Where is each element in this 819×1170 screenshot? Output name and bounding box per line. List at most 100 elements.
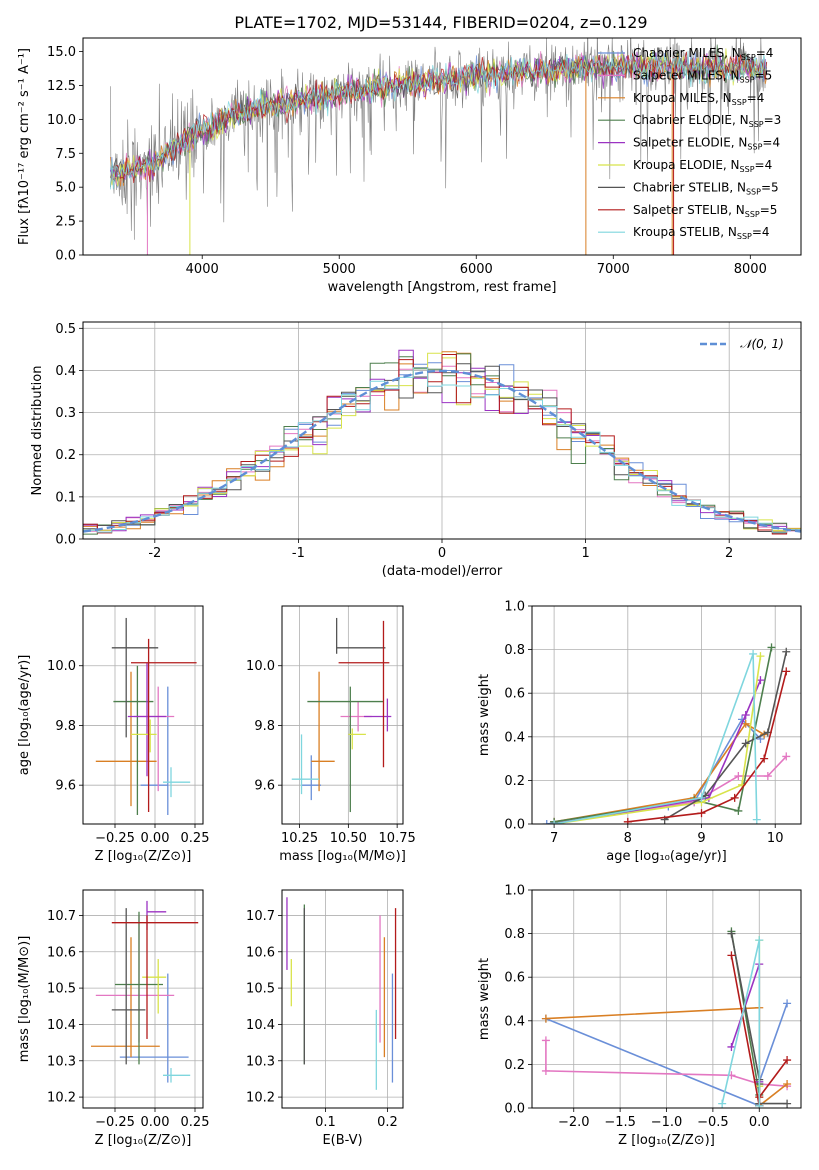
plot-frame [82,605,204,825]
y-tick-label: 0.2 [504,1058,525,1073]
y-tick-label: 0.8 [504,643,525,658]
y-tick-label: 10.2 [47,1091,76,1106]
x-tick-label: 0.00 [141,831,170,846]
x-tick-label: 4000 [186,262,219,277]
figure-title: PLATE=1702, MJD=53144, FIBERID=0204, z=0… [234,13,647,32]
y-axis-label: mass weight [477,674,492,756]
plus-marker [697,793,706,802]
y-tick-label: 0.6 [504,971,525,986]
plus-marker [782,667,791,676]
histogram-step [83,354,801,535]
x-axis-label: Z [log₁₀(Z/Z⊙)] [618,1133,715,1148]
grid-lines [282,606,403,824]
errorbar [335,617,386,654]
legend-label-text: Chabrier STELIB, N [633,180,746,194]
x-tick-label: −0.25 [95,831,135,846]
y-tick-label: 1.0 [504,884,525,899]
y-tick-label: 9.6 [254,779,275,794]
mass-vs-metallicity-panel: −0.25 0.00 0.25 10.2 10.3 10.4 10.5 10.6 10.7 Z [… [17,889,210,1148]
plus-marker [741,711,750,719]
legend-label-count: =5 [760,203,778,217]
x-tick-label: 0.25 [181,1115,210,1130]
errorbar [131,719,157,753]
errorbar [163,1068,191,1083]
x-tick-label: 9 [697,831,705,846]
legend-label-count: =3 [764,113,782,127]
errorbar [115,911,163,1065]
spectrum-panel: 4000 5000 6000 7000 8000 0.0 2.5 5.0 7.5 10.0 12.5… [17,37,802,295]
plus-marker [550,820,559,824]
x-tick-label: 7 [550,831,558,846]
age-vs-metallicity-panel: −0.25 0.00 0.25 9.6 9.8 10.0 Z [log₁₀(Z/Z⊙)] ag… [17,605,210,864]
y-tick-label: 0.4 [504,730,525,745]
legend-label-subscript: SSP [737,232,752,241]
x-tick-label: 8 [624,831,632,846]
plus-marker [783,1080,792,1089]
y-tick-label: 9.6 [55,779,76,794]
mass-weight-series [542,643,791,824]
model-line [110,51,768,184]
legend-label-count: =4 [747,91,765,105]
y-tick-label: 10.5 [47,982,76,997]
legend-label: Chabrier STELIB, NSSP=5 [633,180,779,196]
histograms [83,349,801,535]
legend-label-text: Salpeter STELIB, N [633,203,745,217]
age-vs-mass-panel: 10.25 10.50 10.75 9.6 9.8 10.0 mass [log₁₀(M/M… [246,605,416,864]
y-tick-label: 2.5 [55,215,76,230]
plot-frame [281,605,404,825]
plus-marker [727,1042,736,1051]
y-tick-label: 0.4 [504,1014,525,1029]
y-tick-label: 10.7 [47,909,76,924]
errorbars [286,897,397,1090]
plus-marker [756,652,765,661]
y-tick-label: 10.4 [246,1018,275,1033]
model-line [110,50,768,190]
mass-vs-ebv-panel: 0.1 0.2 10.2 10.3 10.4 10.5 10.6 10.7 E(B-V) [246,889,404,1148]
y-tick-label: 10.6 [246,945,275,960]
mass-weight-series-line [550,652,765,824]
plus-marker [541,1014,550,1023]
plus-marker [727,951,736,960]
y-tick-label: 15.0 [47,45,76,60]
histogram-step [83,367,801,533]
errorbar [301,755,322,801]
errorbar [291,734,320,795]
y-axis-label: Normed distribution [30,366,45,496]
x-tick-label: 0.1 [315,1115,336,1130]
plot-frame [531,889,802,1109]
x-tick-label: -1 [292,546,305,561]
y-tick-label: 0.4 [55,364,76,379]
legend-label: Chabrier ELODIE, NSSP=3 [633,113,781,129]
x-tick-label: 0.25 [181,831,210,846]
legend-label-text: Salpeter ELODIE, N [633,136,747,150]
legend-label-text: Chabrier MILES, N [633,46,741,60]
y-tick-label: 1.0 [504,600,525,615]
plus-marker [741,739,750,748]
errorbar [307,686,384,813]
plot-frame [281,889,404,1109]
plus-marker [749,649,758,658]
spectrum-lines [110,38,768,255]
legend-label: Salpeter MILES, NSSP=5 [633,68,772,84]
legend-label-count: =4 [762,136,780,150]
errorbars [91,900,199,1083]
plus-marker [783,999,792,1008]
legend-label-text: Chabrier ELODIE, N [633,113,749,127]
y-tick-label: 0.0 [55,533,76,548]
errorbar [311,671,335,792]
legend-label-subscript: SSP [747,143,762,152]
plot-frame [82,321,802,540]
plus-marker [541,1066,550,1075]
grid-lines [83,890,203,1108]
x-tick-label: −1.0 [651,1115,683,1130]
x-tick-label: 6000 [460,262,493,277]
mass-weight-vs-age-panel: 7 8 9 10 0.0 0.2 0.4 0.6 0.8 1.0 age [log₁₀(age/yr… [477,600,802,864]
errorbar [95,915,175,1043]
y-tick-label: 10.3 [246,1054,275,1069]
legend-label: Kroupa STELIB, NSSP=4 [633,225,770,241]
errorbar [163,767,191,798]
y-tick-label: 0.0 [55,249,76,264]
grid-lines [282,890,403,1108]
grid-lines [532,605,801,825]
